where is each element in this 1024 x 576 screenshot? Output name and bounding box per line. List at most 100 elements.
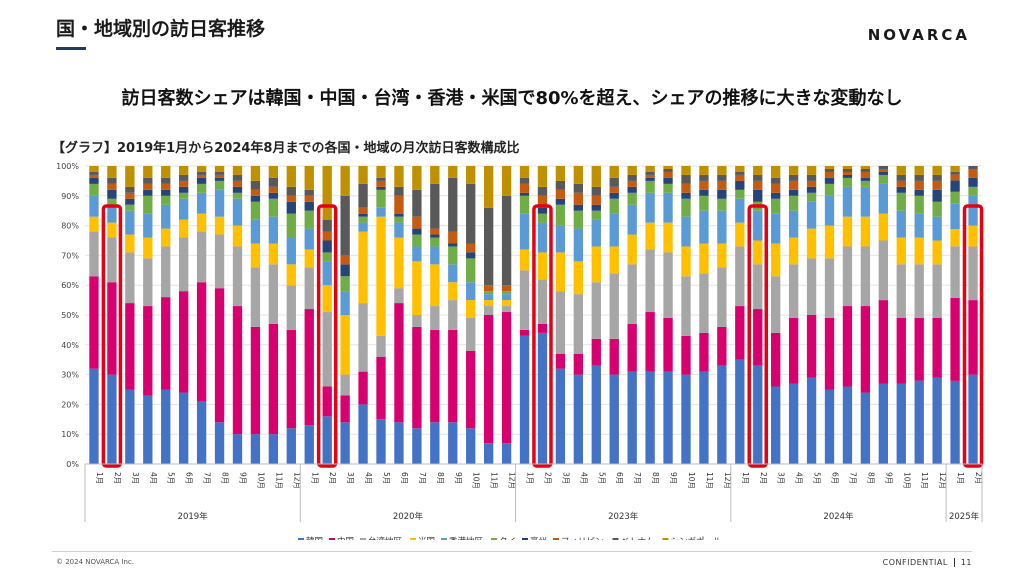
bar-segment-中国 [878, 300, 888, 384]
group-label: 2024年 [823, 511, 854, 522]
x-tick-label: 7月 [633, 472, 642, 484]
bar-segment-香港地区 [914, 213, 924, 238]
bar-segment-韓国 [914, 380, 924, 464]
highlight-box [101, 204, 123, 468]
bar-segment-韓国 [771, 386, 781, 464]
bar-segment-韓国 [340, 422, 350, 464]
bar-stack [322, 166, 332, 464]
bar-segment-フィリピン [196, 174, 207, 178]
bar-segment-ベトナム [735, 171, 745, 175]
bar-segment-フィリピン [860, 171, 871, 178]
bar-segment-タイ [125, 204, 135, 211]
bar-segment-米国 [214, 216, 225, 235]
bar-segment-豪州 [842, 174, 853, 178]
bar-segment-豪州 [286, 201, 296, 214]
bar-segment-香港地区 [824, 195, 835, 226]
bar-segment-中国 [501, 312, 512, 444]
bar-segment-韓国 [412, 428, 422, 464]
bar-segment-米国 [699, 243, 709, 274]
legend-swatch [441, 538, 447, 540]
x-tick-label: 6月 [831, 472, 840, 484]
bar-segment-シンガポール [412, 166, 422, 190]
x-tick-label: 9月 [669, 472, 678, 484]
bar-segment-フィリピン [896, 180, 906, 187]
bar-segment-台湾地区 [250, 267, 261, 327]
bar-segment-台湾地区 [537, 279, 548, 324]
bar-segment-タイ [788, 195, 799, 211]
bar-stack [609, 166, 619, 464]
bar-segment-韓国 [483, 443, 494, 464]
x-tick-label: 1月 [95, 472, 104, 484]
bar-segment-韓国 [179, 392, 189, 464]
bar-segment-米国 [878, 213, 888, 241]
bar-stack [394, 166, 404, 464]
bar-segment-フィリピン [627, 180, 637, 187]
bar-segment-フィリピン [376, 180, 386, 187]
x-tick-label: 6月 [400, 472, 409, 484]
bar-segment-豪州 [107, 189, 117, 199]
bar-segment-韓国 [161, 389, 171, 464]
legend-label: タイ [499, 537, 516, 540]
bar-segment-中国 [914, 317, 924, 381]
group-label: 2023年 [608, 511, 639, 522]
bar-stack [304, 166, 314, 464]
bar-segment-フィリピン [501, 285, 512, 292]
bar-segment-台湾地区 [179, 237, 189, 292]
bar-segment-タイ [896, 192, 906, 211]
bar-segment-米国 [358, 231, 368, 304]
copyright: © 2024 NOVARCA Inc. [56, 558, 135, 566]
highlight-box [747, 204, 769, 468]
bar-segment-フィリピン [179, 180, 189, 187]
bar-segment-韓国 [232, 434, 243, 464]
bar-segment-豪州 [376, 186, 386, 190]
headline: 訪日客数シェアは韓国・中国・台湾・香港・米国で80%を超え、シェアの推移に大きな… [121, 88, 903, 109]
bar-segment-中国 [376, 356, 386, 420]
group-label: 2019年 [178, 511, 209, 522]
bar-segment-中国 [250, 326, 261, 435]
bar-segment-中国 [340, 395, 350, 423]
bar-stack [735, 166, 745, 464]
bar-segment-韓国 [735, 359, 745, 464]
bar-segment-韓国 [519, 335, 530, 464]
bar-segment-タイ [860, 180, 871, 187]
bar-segment-豪州 [717, 189, 727, 199]
legend-swatch [522, 538, 528, 540]
bar-segment-タイ [627, 192, 637, 205]
bar-segment-中国 [663, 317, 673, 372]
bar-segment-豪州 [878, 171, 888, 175]
bar-segment-米国 [143, 237, 153, 259]
bar-stack [663, 166, 673, 464]
bar-segment-中国 [466, 350, 476, 429]
bar-segment-中国 [788, 317, 799, 384]
bar-segment-香港地区 [519, 213, 530, 250]
bar-segment-タイ [322, 252, 332, 262]
bar-segment-フィリピン [250, 189, 261, 196]
bar-segment-中国 [842, 306, 853, 387]
bar-segment-中国 [735, 306, 745, 360]
bar-segment-フィリピン [932, 180, 942, 190]
bar-segment-フィリピン [214, 174, 225, 178]
bar-segment-台湾地区 [896, 264, 906, 318]
bar-segment-ベトナム [788, 174, 799, 181]
bar-segment-ベトナム [824, 168, 835, 172]
bar-segment-シンガポール [627, 166, 637, 175]
bar-segment-タイ [717, 198, 727, 211]
bar-segment-香港地区 [860, 186, 871, 217]
bar-segment-香港地区 [179, 198, 189, 220]
bar-segment-韓国 [842, 386, 853, 464]
bar-stack [950, 166, 960, 464]
bar-segment-台湾地区 [466, 317, 476, 351]
bar-segment-タイ [842, 177, 853, 187]
bar-segment-台湾地区 [268, 264, 279, 324]
x-tick-label: 4月 [795, 472, 804, 484]
bar-segment-豪州 [896, 186, 906, 193]
bar-segment-韓国 [143, 395, 153, 464]
bar-segment-ベトナム [627, 174, 637, 181]
bar-segment-タイ [591, 210, 601, 220]
bar-segment-豪州 [627, 186, 637, 193]
bar-segment-中国 [483, 315, 494, 444]
bar-segment-台湾地区 [573, 294, 584, 354]
bar-segment-台湾地区 [143, 258, 153, 307]
bar-segment-韓国 [627, 371, 637, 464]
bar-segment-シンガポール [537, 166, 548, 187]
